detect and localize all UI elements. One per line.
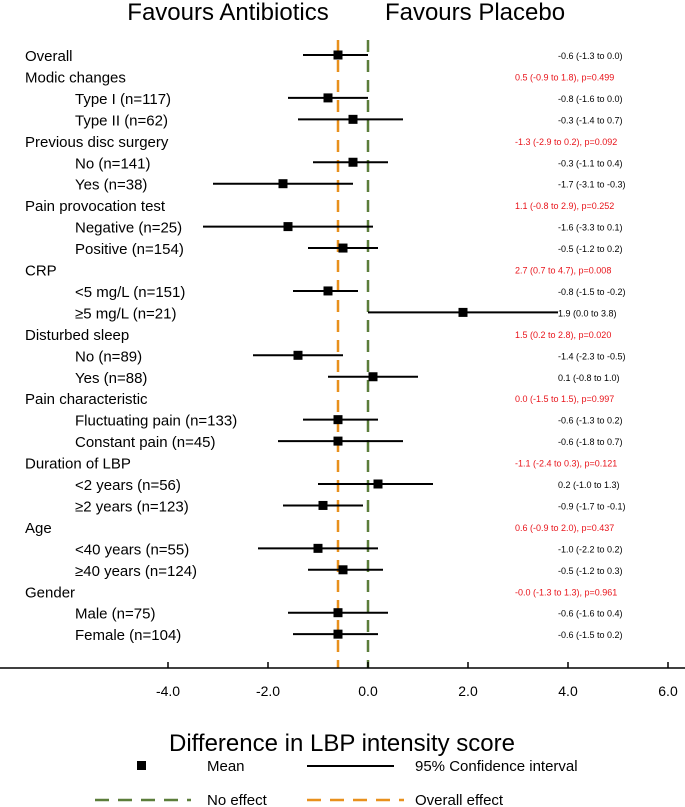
estimate-text: -0.6 (-1.8 to 0.7) xyxy=(558,437,623,447)
row-label: No (n=89) xyxy=(75,348,142,365)
row-label: Constant pain (n=45) xyxy=(75,434,216,451)
x-tick-label: 6.0 xyxy=(658,683,678,699)
mean-marker xyxy=(323,286,333,296)
legend: Mean 95% Confidence interval No effect O… xyxy=(95,758,578,807)
interaction-text: 0.0 (-1.5 to 1.5), p=0.997 xyxy=(515,394,614,404)
interaction-text: -1.1 (-2.4 to 0.3), p=0.121 xyxy=(515,459,617,469)
x-tick-label: 0.0 xyxy=(358,683,378,699)
estimate-text: -0.5 (-1.2 to 0.3) xyxy=(558,566,623,576)
group-label: Modic changes xyxy=(25,69,126,86)
interaction-text: -0.0 (-1.3 to 1.3), p=0.961 xyxy=(515,587,617,597)
x-tick-label: 2.0 xyxy=(458,683,478,699)
estimate-text: -1.0 (-2.2 to 0.2) xyxy=(558,544,623,554)
group-label: CRP xyxy=(25,263,57,280)
x-axis-label: Difference in LBP intensity score xyxy=(169,730,515,757)
estimate-text: -0.5 (-1.2 to 0.2) xyxy=(558,244,623,254)
row-label: ≥40 years (n=124) xyxy=(75,563,197,580)
row-label: ≥2 years (n=123) xyxy=(75,498,189,515)
row-label: Yes (n=88) xyxy=(75,370,147,387)
mean-marker xyxy=(283,222,293,232)
row-label: ≥5 mg/L (n=21) xyxy=(75,305,176,322)
row-label: Negative (n=25) xyxy=(75,220,182,237)
estimate-text: -0.6 (-1.3 to 0.0) xyxy=(558,51,623,61)
estimate-text: -1.7 (-3.1 to -0.3) xyxy=(558,180,626,190)
estimate-text: -1.4 (-2.3 to -0.5) xyxy=(558,351,626,361)
group-label: Pain provocation test xyxy=(25,198,166,215)
row-label: Type I (n=117) xyxy=(75,91,171,108)
estimate-text: -0.6 (-1.3 to 0.2) xyxy=(558,416,623,426)
x-tick-label: 4.0 xyxy=(558,683,578,699)
group-label: Age xyxy=(25,520,52,537)
legend-ci-label: 95% Confidence interval xyxy=(415,758,578,775)
mean-marker xyxy=(458,307,468,317)
interaction-text: 0.6 (-0.9 to 2.0), p=0.437 xyxy=(515,523,614,533)
row-label: No (n=141) xyxy=(75,155,150,172)
mean-marker xyxy=(278,179,288,189)
mean-marker xyxy=(313,543,323,553)
mean-marker xyxy=(333,608,343,618)
mean-marker xyxy=(348,157,358,167)
mean-marker xyxy=(333,50,343,60)
row-label: Type II (n=62) xyxy=(75,112,168,129)
interaction-text: 2.7 (0.7 to 4.7), p=0.008 xyxy=(515,266,611,276)
row-label: <5 mg/L (n=151) xyxy=(75,284,185,301)
mean-marker xyxy=(333,415,343,425)
estimate-text: -0.3 (-1.1 to 0.4) xyxy=(558,158,623,168)
row-label: Female (n=104) xyxy=(75,627,181,644)
estimate-text: -1.6 (-3.3 to 0.1) xyxy=(558,223,623,233)
estimate-text: 0.1 (-0.8 to 1.0) xyxy=(558,373,620,383)
mean-marker xyxy=(333,629,343,639)
row-label: Fluctuating pain (n=133) xyxy=(75,413,237,430)
legend-mean-marker xyxy=(137,761,146,770)
estimate-text: -0.3 (-1.4 to 0.7) xyxy=(558,115,623,125)
mean-marker xyxy=(333,436,343,446)
mean-marker xyxy=(323,93,333,103)
legend-mean-label: Mean xyxy=(207,758,245,775)
row-label: <40 years (n=55) xyxy=(75,541,189,558)
mean-marker xyxy=(338,243,348,253)
group-label: Previous disc surgery xyxy=(25,134,169,151)
estimate-text: 1.9 (0.0 to 3.8) xyxy=(558,308,617,318)
interaction-text: 1.1 (-0.8 to 2.9), p=0.252 xyxy=(515,201,614,211)
mean-marker xyxy=(338,565,348,575)
estimate-text: -0.9 (-1.7 to -0.1) xyxy=(558,501,626,511)
mean-marker xyxy=(318,500,328,510)
row-label: Positive (n=154) xyxy=(75,241,184,258)
mean-marker xyxy=(348,114,358,124)
group-label: Pain characteristic xyxy=(25,391,148,408)
header-favours-antibiotics: Favours Antibiotics xyxy=(127,0,328,26)
interaction-text: 0.5 (-0.9 to 1.8), p=0.499 xyxy=(515,72,614,82)
mean-marker xyxy=(368,372,378,382)
legend-no-effect-label: No effect xyxy=(207,792,268,807)
interaction-text: 1.5 (0.2 to 2.8), p=0.020 xyxy=(515,330,611,340)
mean-marker xyxy=(293,350,303,360)
group-label: Disturbed sleep xyxy=(25,327,129,344)
group-label: Duration of LBP xyxy=(25,456,131,473)
row-label: <2 years (n=56) xyxy=(75,477,181,494)
x-tick-label: -4.0 xyxy=(156,683,180,699)
interaction-text: -1.3 (-2.9 to 0.2), p=0.092 xyxy=(515,137,617,147)
estimate-text: -0.6 (-1.5 to 0.2) xyxy=(558,630,623,640)
legend-overall-label: Overall effect xyxy=(415,792,504,807)
estimate-text: -0.6 (-1.6 to 0.4) xyxy=(558,609,623,619)
row-label: Overall xyxy=(25,48,73,65)
header-favours-placebo: Favours Placebo xyxy=(385,0,565,26)
row-label: Yes (n=38) xyxy=(75,177,147,194)
estimate-text: -0.8 (-1.5 to -0.2) xyxy=(558,287,626,297)
row-label: Male (n=75) xyxy=(75,606,155,623)
mean-marker xyxy=(373,479,383,489)
group-label: Gender xyxy=(25,584,75,601)
estimate-text: -0.8 (-1.6 to 0.0) xyxy=(558,94,623,104)
x-tick-label: -2.0 xyxy=(256,683,280,699)
estimate-text: 0.2 (-1.0 to 1.3) xyxy=(558,480,620,490)
